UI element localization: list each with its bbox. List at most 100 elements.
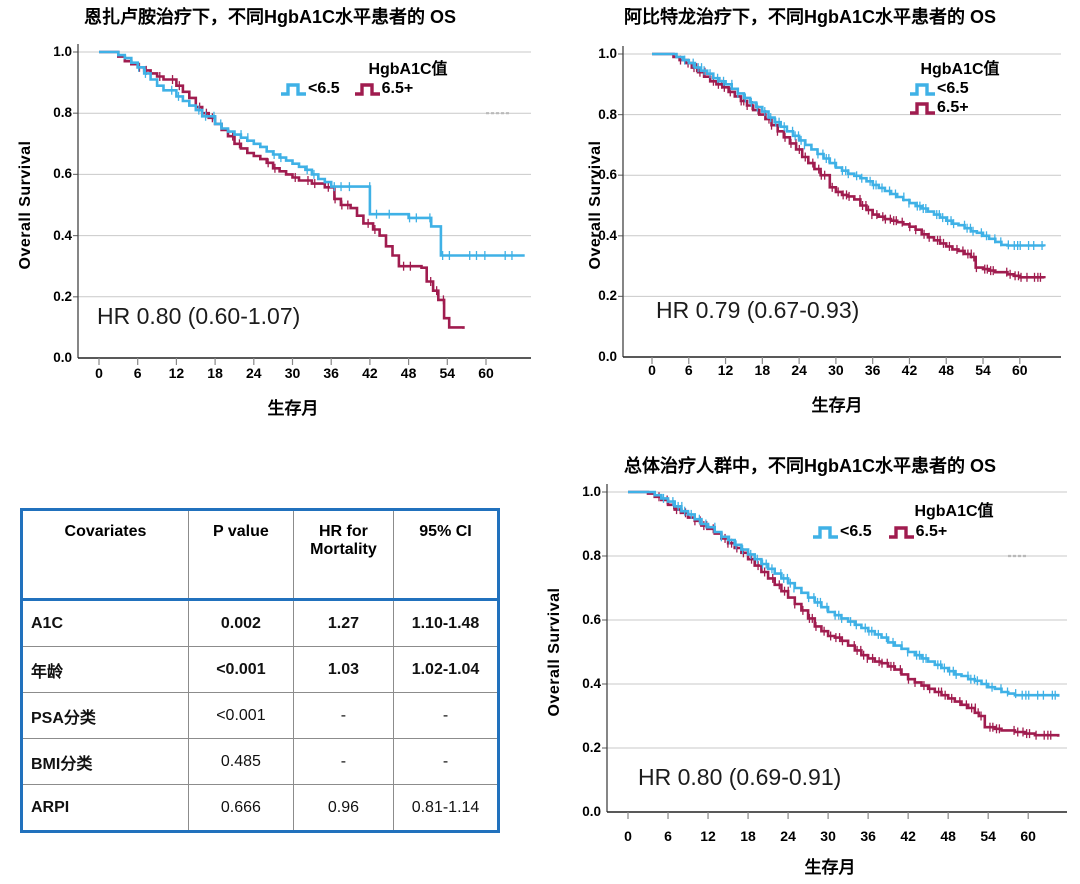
p-value-cell: 0.485 — [187, 738, 294, 785]
km-curve-6.5 — [628, 490, 1060, 737]
hr-cell: 0.96 — [292, 784, 395, 832]
y-tick-label: 0.8 — [582, 548, 601, 563]
y-tick-label: 0.2 — [582, 740, 601, 755]
y-axis-label: Overall Survival — [587, 140, 604, 270]
censor-ticks — [662, 493, 1056, 700]
x-tick-label: 48 — [400, 365, 417, 381]
x-tick-label: 30 — [284, 365, 301, 381]
km-plot-area — [602, 484, 1067, 819]
table-row: 年龄 <0.001 1.03 1.02-1.04 — [21, 646, 499, 693]
y-tick-label: 0.0 — [53, 350, 72, 365]
covariate-cell: BMI分类 — [21, 738, 189, 785]
legend-step-icon — [813, 525, 838, 539]
legend: <6.5 6.5+ — [812, 523, 947, 541]
legend-item-label: <6.5 — [308, 80, 340, 97]
hr-cell: - — [292, 692, 395, 739]
x-tick-label: 6 — [664, 828, 672, 844]
x-tick-label: 30 — [820, 828, 836, 844]
chart-title: 恩扎卢胺治疗下，不同HgbA1C水平患者的 OS — [83, 7, 456, 27]
y-tick-label: 1.0 — [598, 46, 617, 61]
legend: <6.5 6.5+ — [909, 80, 969, 117]
legend-item: 6.5+ — [354, 80, 413, 98]
x-tick-label: 0 — [624, 828, 632, 844]
table-row: ARPI 0.666 0.96 0.81-1.14 — [21, 784, 499, 832]
x-tick-label: 60 — [1012, 362, 1028, 378]
y-tick-label: 0.4 — [598, 227, 617, 243]
x-tick-label: 18 — [207, 365, 223, 381]
x-tick-label: 30 — [828, 362, 844, 378]
y-axis-label: Overall Survival — [17, 140, 34, 270]
p-value-cell: 0.666 — [187, 784, 294, 832]
x-tick-label: 48 — [938, 362, 955, 378]
y-tick-label: 0.6 — [582, 612, 601, 627]
x-tick-label: 42 — [362, 365, 378, 381]
km-curve-6.5 — [99, 50, 465, 329]
x-tick-label: 12 — [168, 365, 185, 381]
y-tick-label: 0.8 — [598, 106, 617, 122]
legend-item-label: <6.5 — [840, 523, 872, 540]
legend: <6.5 6.5+ — [280, 80, 413, 98]
ci-cell: 1.10-1.48 — [393, 599, 499, 647]
column-header: HR for Mortality — [292, 509, 395, 601]
table-body: A1C 0.002 1.27 1.10-1.48 年龄 <0.001 1.03 1.02-1.… — [21, 599, 499, 832]
legend-step-icon — [888, 525, 914, 539]
censor-ticks — [138, 62, 513, 260]
hazard-ratio-annotation: HR 0.80 (0.60-1.07) — [97, 303, 301, 329]
y-axis-label: Overall Survival — [546, 587, 563, 717]
legend-item: <6.5 — [909, 80, 969, 98]
censor-ticks — [684, 55, 1043, 250]
x-tick-label: 18 — [754, 362, 771, 378]
y-tick-label: 1.0 — [53, 44, 72, 59]
table-header: Covariates P value HR for Mortality 95% CI — [21, 509, 499, 601]
x-tick-label: 12 — [717, 362, 734, 378]
table-row: PSA分类 <0.001- - — [21, 692, 499, 739]
legend-item-label: 6.5+ — [915, 523, 948, 540]
legend-step-icon — [281, 82, 306, 96]
y-tick-label: 0.8 — [53, 105, 72, 121]
km-chart-abiraterone: 阿比特龙治疗下，不同HgbA1C水平患者的 OS Overall Surviva… — [540, 0, 1080, 432]
x-tick-label: 60 — [478, 365, 494, 381]
km-chart-overall-population: 总体治疗人群中，不同HgbA1C水平患者的 OS Overall Surviva… — [540, 440, 1080, 884]
hazard-ratio-annotation: HR 0.79 (0.67-0.93) — [656, 297, 860, 323]
x-tick-label: 36 — [860, 828, 876, 844]
x-axis-label: 生存月 — [804, 858, 856, 877]
ci-cell: - — [393, 738, 499, 785]
y-tick-label: 1.0 — [582, 484, 601, 499]
x-tick-label: 48 — [940, 828, 956, 844]
legend-step-icon — [910, 101, 935, 115]
y-tick-label: 0.6 — [598, 167, 617, 183]
x-tick-label: 36 — [323, 365, 339, 381]
x-tick-label: 6 — [684, 362, 693, 378]
x-tick-label: 12 — [700, 828, 716, 844]
p-value-cell: 0.002 — [187, 599, 294, 647]
ci-cell: 1.02-1.04 — [393, 646, 499, 693]
y-tick-label: 0.2 — [598, 288, 617, 304]
chart-title: 阿比特龙治疗下，不同HgbA1C水平患者的 OS — [623, 7, 996, 27]
table-row: BMI分类 0.485- - — [21, 738, 499, 785]
covariate-cell: A1C — [21, 599, 189, 647]
covariates-table: Covariates P value HR for Mortality 95% CI … — [20, 508, 500, 833]
legend-title: HgbA1C值 — [920, 61, 1000, 78]
legend-title: HgbA1C值 — [368, 61, 448, 78]
x-tick-label: 54 — [439, 365, 456, 381]
censor-ticks — [138, 62, 445, 305]
x-tick-label: 60 — [1020, 828, 1036, 844]
chart-title: 总体治疗人群中，不同HgbA1C水平患者的 OS — [623, 456, 996, 476]
y-tick-label: 0.0 — [598, 349, 617, 364]
x-tick-label: 24 — [791, 362, 807, 378]
x-tick-label: 54 — [980, 828, 996, 844]
km-plot-area — [73, 44, 531, 365]
x-tick-label: 42 — [900, 828, 916, 844]
hazard-ratio-annotation: HR 0.80 (0.69-0.91) — [638, 764, 842, 790]
hr-cell: 1.03 — [292, 646, 395, 693]
covariate-cell: ARPI — [21, 784, 189, 832]
x-tick-label: 24 — [780, 828, 796, 844]
table-row: A1C 0.002 1.27 1.10-1.48 — [21, 599, 499, 647]
column-header: 95% CI — [393, 509, 499, 601]
km-chart-enzalutamide: 恩扎卢胺治疗下，不同HgbA1C水平患者的 OS Overall Surviva… — [0, 0, 540, 432]
p-value-cell: <0.001 — [187, 646, 294, 693]
column-header: Covariates — [21, 509, 189, 601]
x-tick-label: 0 — [95, 365, 103, 381]
x-tick-label: 18 — [740, 828, 756, 844]
cox-regression-table: Covariates P value HR for Mortality 95% CI … — [20, 508, 500, 833]
